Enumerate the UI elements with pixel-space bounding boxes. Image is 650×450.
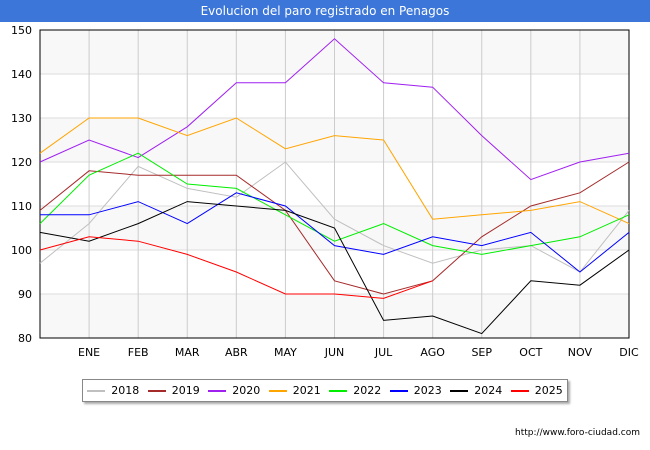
y-tick-label: 140 [11, 68, 32, 81]
legend-item-2022: 2022 [329, 384, 381, 397]
x-tick-label: ENE [78, 346, 100, 359]
x-tick-label: MAY [274, 346, 297, 359]
x-tick-label: JUL [374, 346, 393, 359]
x-tick-label: DIC [619, 346, 639, 359]
legend-item-2024: 2024 [450, 384, 502, 397]
legend-item-2020: 2020 [208, 384, 260, 397]
legend-swatch [450, 389, 469, 392]
legend-label: 2018 [111, 384, 140, 397]
x-tick-label: NOV [568, 346, 593, 359]
series-line-2023 [40, 192, 630, 273]
y-tick-label: 100 [11, 244, 32, 257]
legend: 2018 2019 2020 2021 2022 2023 2024 2025 [82, 379, 568, 402]
series-line-2024 [39, 201, 630, 335]
y-tick-label: 80 [18, 332, 32, 345]
legend-swatch [268, 389, 287, 392]
x-tick-label: ABR [225, 346, 248, 359]
legend-label: 2021 [292, 384, 321, 397]
x-tick-label: AGO [420, 346, 445, 359]
legend-item-2021: 2021 [268, 384, 321, 397]
legend-swatch [147, 389, 166, 392]
legend-item-2023: 2023 [389, 384, 442, 397]
x-tick-label: OCT [519, 346, 542, 359]
x-tick-label: SEP [471, 346, 492, 359]
legend-item-2018: 2018 [87, 384, 139, 397]
legend-swatch [208, 389, 227, 392]
x-tick-label: JUN [324, 346, 345, 359]
legend-swatch [389, 389, 408, 392]
legend-label: 2025 [534, 384, 563, 397]
legend-label: 2022 [353, 384, 382, 397]
plot-frame [39, 29, 630, 339]
legend-item-2019: 2019 [147, 384, 200, 397]
x-tick-label: FEB [128, 346, 149, 359]
legend-swatch [329, 389, 348, 392]
y-tick-label: 150 [11, 24, 32, 37]
series-line-2025 [39, 236, 433, 299]
legend-label: 2020 [232, 384, 261, 397]
series-line-2021 [39, 117, 630, 225]
x-tick-label: MAR [175, 346, 200, 359]
footer-url[interactable]: http://www.foro-ciudad.com [515, 428, 640, 438]
series-line-2022 [39, 152, 630, 255]
legend-item-2025: 2025 [510, 384, 563, 397]
legend-label: 2023 [413, 384, 442, 397]
series-line-2020 [39, 38, 630, 181]
y-tick-label: 120 [11, 156, 32, 169]
legend-swatch [87, 389, 106, 392]
legend-swatch [510, 389, 529, 392]
chart-title: Evolucion del paro registrado en Penagos [0, 0, 650, 22]
legend-label: 2024 [474, 384, 503, 397]
y-tick-label: 110 [11, 200, 32, 213]
series-line-2019 [39, 161, 630, 295]
y-tick-label: 130 [11, 112, 32, 125]
legend-label: 2019 [171, 384, 200, 397]
y-tick-label: 90 [18, 288, 32, 301]
